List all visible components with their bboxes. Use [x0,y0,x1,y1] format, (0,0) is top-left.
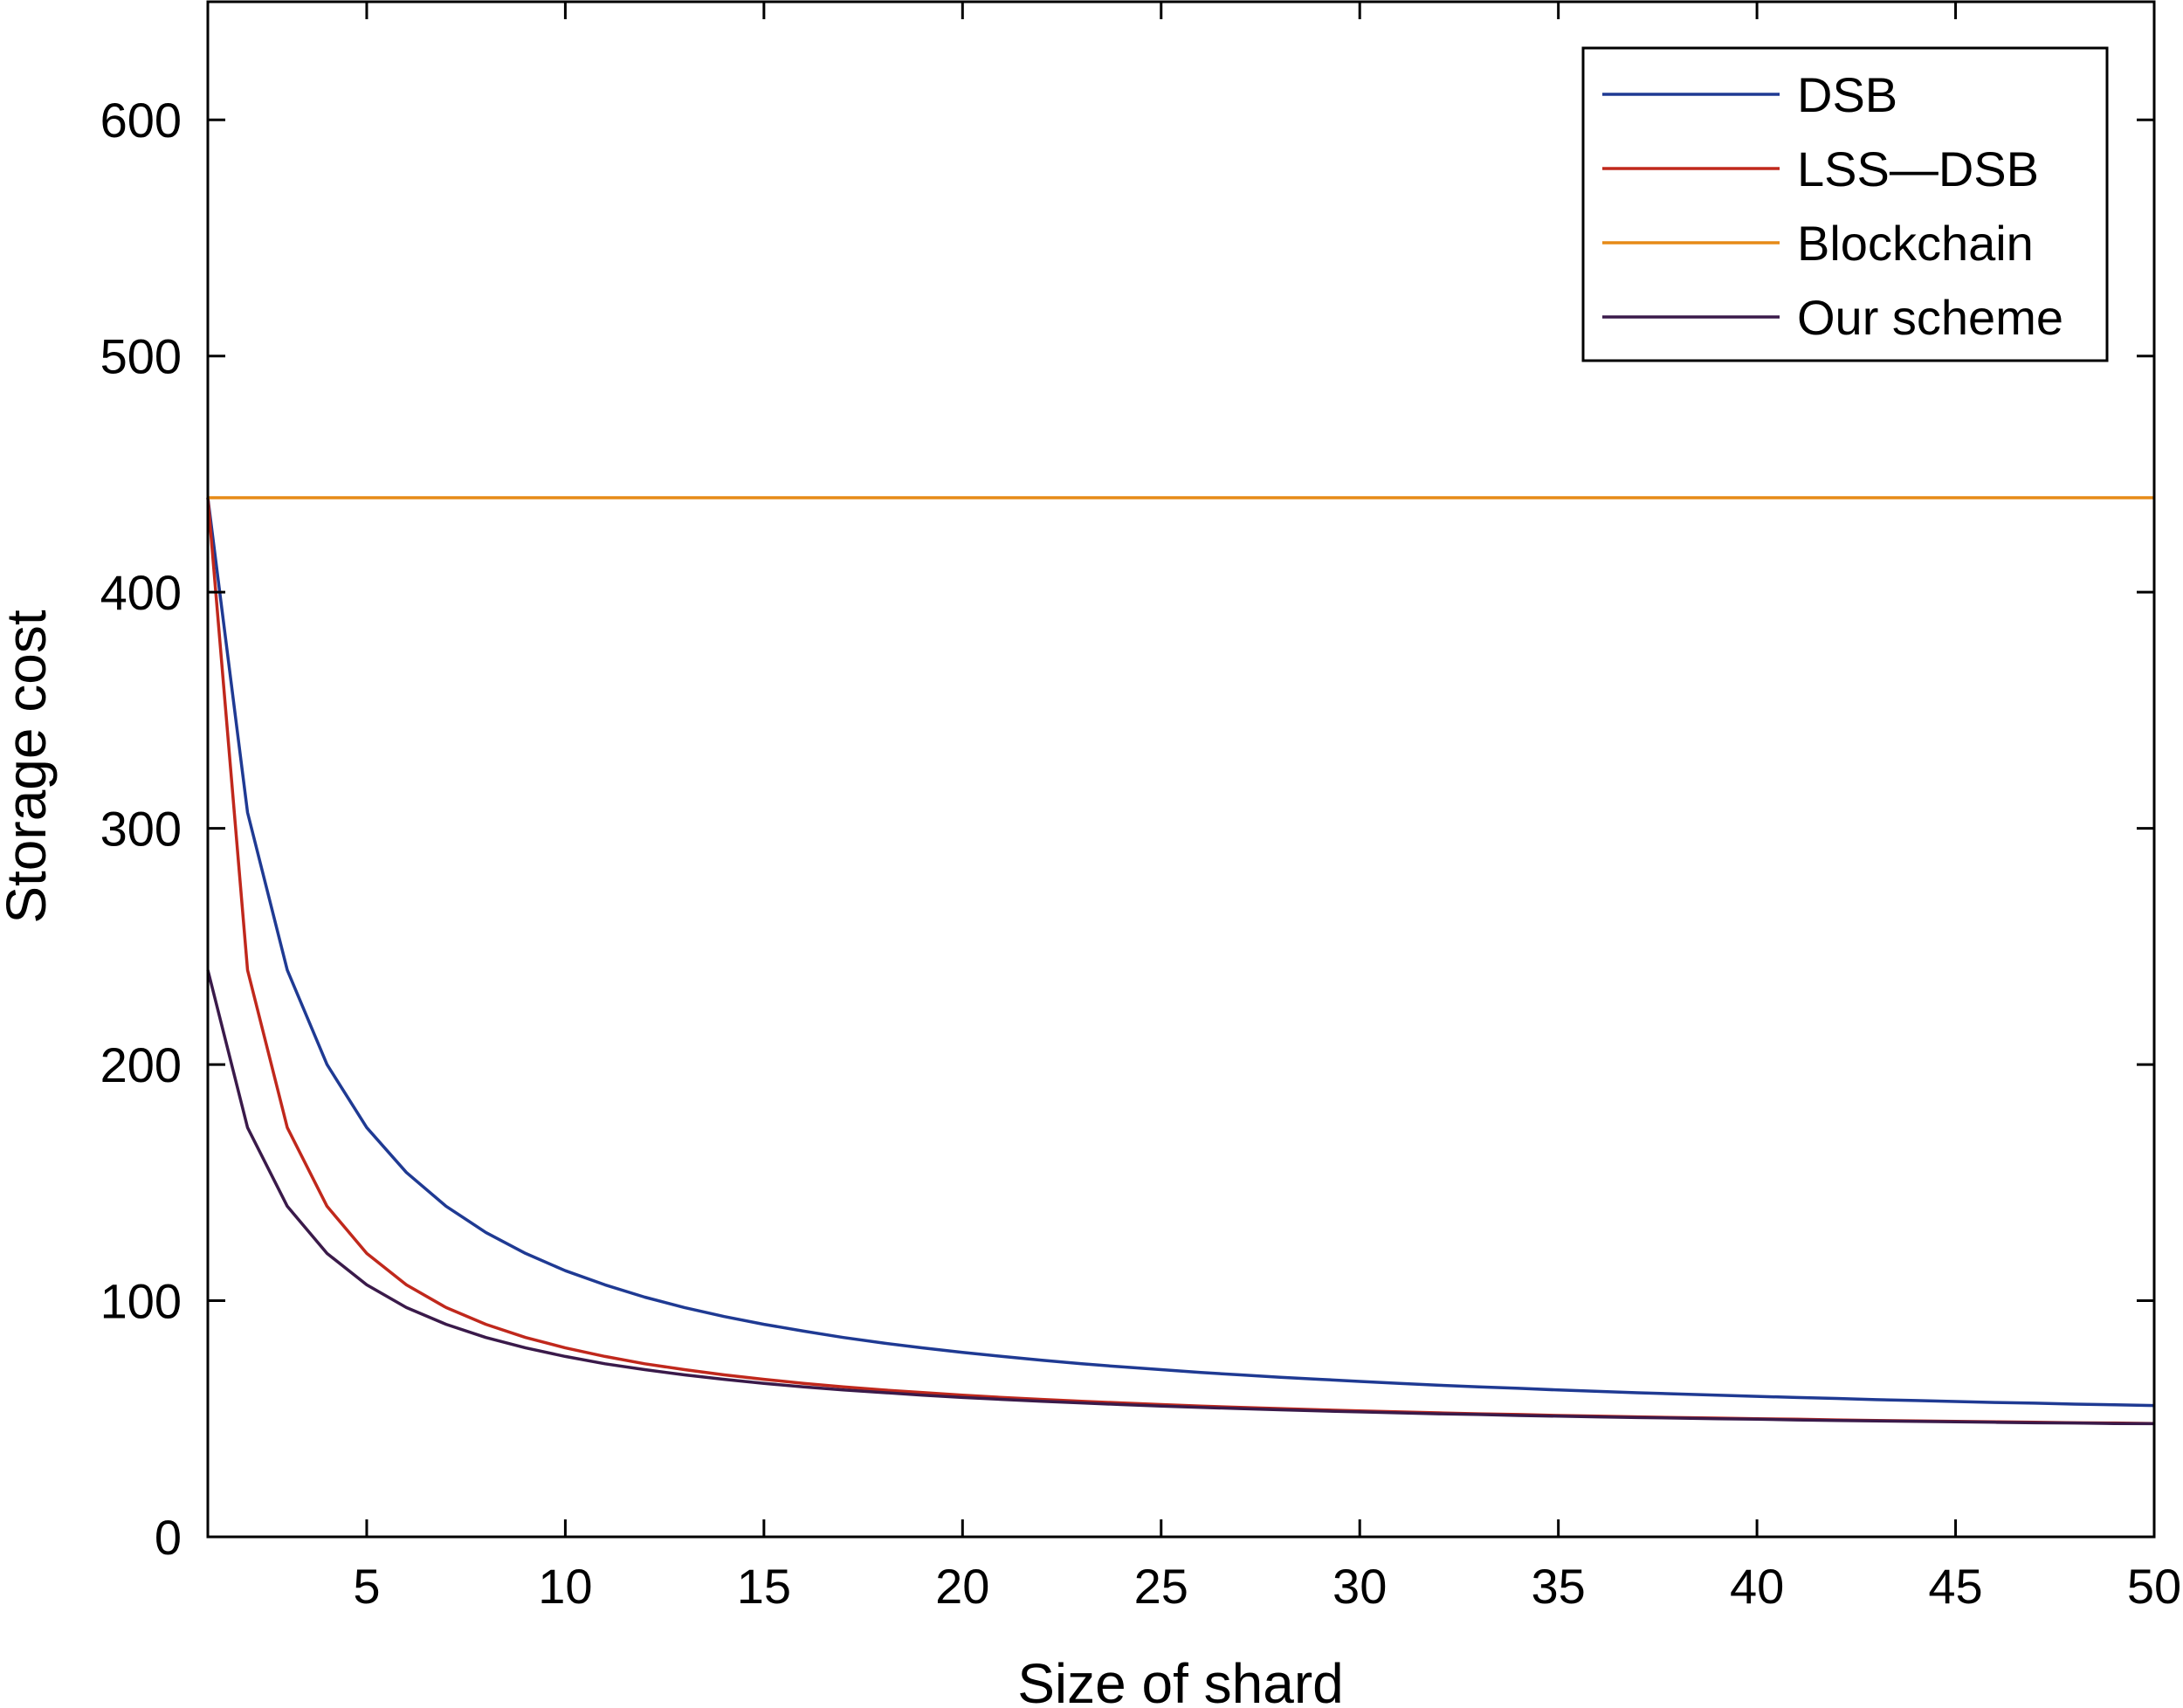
x-tick-label-5: 30 [1333,1559,1387,1614]
legend-label-2: Blockchain [1797,216,2034,271]
x-tick-label-0: 5 [353,1559,380,1614]
series-line-0 [206,497,2155,1408]
x-tick-label-3: 20 [935,1559,989,1614]
series-layer [206,496,2155,1426]
y-tick-label-5: 500 [100,329,182,384]
x-tick-label-2: 15 [737,1559,791,1614]
legend-box [1581,46,2109,362]
legend-label-0: DSB [1797,67,1897,122]
y-tick-label-6: 600 [100,93,182,148]
x-tick-label-6: 35 [1532,1559,1586,1614]
y-tick-label-4: 400 [100,565,182,620]
y-tick-label-0: 0 [155,1510,182,1565]
plot-frame [206,0,2156,1539]
y-tick-label-2: 200 [100,1037,182,1092]
y-tick-label-1: 100 [100,1274,182,1329]
y-tick-label-3: 300 [100,802,182,857]
x-tick-label-8: 45 [1928,1559,1982,1614]
x-tick-label-1: 10 [538,1559,592,1614]
series-line-1 [206,497,2155,1425]
legend-label-1: LSS—DSB [1797,141,2039,196]
series-line-3 [206,969,2155,1426]
legend-label-3: Our scheme [1797,290,2063,345]
x-tick-label-7: 40 [1730,1559,1784,1614]
x-tick-label-4: 25 [1134,1559,1188,1614]
legend: DSB LSS—DSB Blockchain Our scheme [1581,46,2109,362]
y-axis-title: Storage cost [0,610,58,924]
x-axis-title: Size of shard [1017,1652,1344,1708]
x-tick-label-9: 50 [2127,1559,2181,1614]
